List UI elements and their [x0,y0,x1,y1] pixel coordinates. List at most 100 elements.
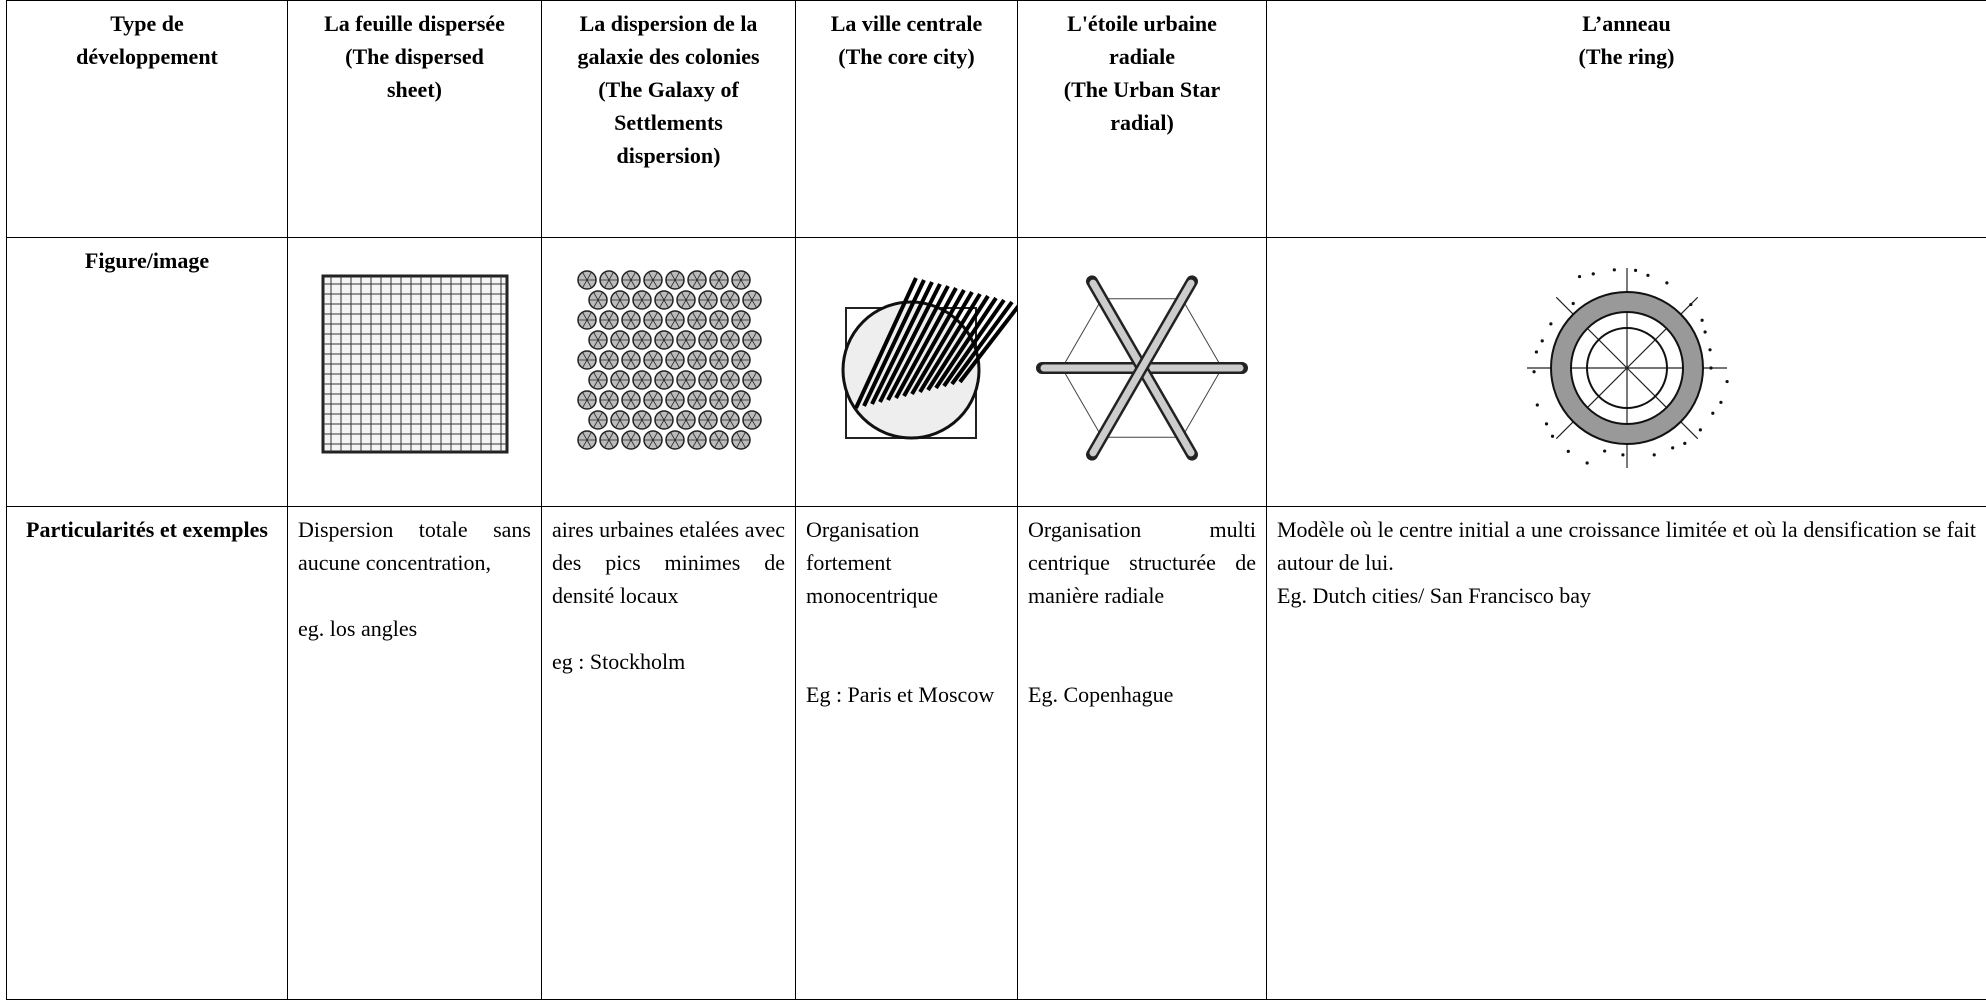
header-row: Type de développement La feuille dispersée… [6,0,1986,238]
comparison-table: Type de développement La feuille dispersée… [6,0,1986,1000]
figure-shape [702,412,713,428]
figure-shape [1626,296,1698,369]
figure [321,274,508,454]
figure-shape [625,392,636,408]
figure-shape [680,412,691,428]
figure-shape [614,292,625,308]
header-line: radial) [1110,110,1174,135]
figure-shape [1550,434,1554,438]
figure-shape [1707,348,1712,352]
figure-shape [724,372,735,388]
figure-shape [1710,411,1714,415]
detail-text: eg : Stockholm [552,649,686,674]
figure-shape [603,312,614,328]
detail-text: Organisation multi centrique structurée … [1028,517,1256,608]
figure-shape [870,281,934,405]
figure-shape [636,332,647,348]
figure-shape [1548,322,1552,326]
figure-shape [894,287,958,399]
figure-shape [1577,274,1581,279]
figure-shape [1535,403,1539,407]
figure-shape [1531,370,1536,374]
figure-shape [735,272,746,288]
figure-cell [1266,237,1986,507]
figure-shape [926,294,990,392]
figure-shape [724,332,735,348]
figure-shape [713,312,724,328]
figure-shape [886,285,950,401]
figure-shape [862,279,926,407]
detail-cell: Dispersion totale sans aucune concentrat… [287,506,542,1000]
figure-shape [647,272,658,288]
row-label-text: Particularités et exemples [26,517,268,542]
figure-shape [735,432,746,448]
figure-shape [1585,461,1589,465]
figure-cell [1017,237,1267,507]
figure-shape [910,290,974,396]
header-line: La feuille dispersée [324,11,505,36]
figure-shape [902,289,966,397]
figure-shape [746,372,757,388]
figure-shape [1682,441,1686,445]
header-line: L’anneau [1582,11,1671,36]
figure-shape [950,300,1014,386]
figure-shape [691,352,702,368]
figure-shape [614,372,625,388]
figure-shape [625,432,636,448]
detail-text: aires urbaines etalées avec des pics min… [552,517,785,608]
figure-shape [581,352,592,368]
figure-shape [581,312,592,328]
figure-shape [614,412,625,428]
figure-cell [795,237,1018,507]
figure-shape [1724,379,1729,384]
figure-shape [1061,298,1103,369]
figure-shape [1585,327,1668,409]
header-line: L'étoile urbaine [1067,11,1217,36]
figure-shape [1670,446,1674,450]
figure-shape [592,372,603,388]
figure-shape [746,332,757,348]
figure-shape [658,372,669,388]
figure-shape [592,332,603,348]
figure-shape [603,272,614,288]
header-line: développement [76,44,218,69]
figure-shape [735,352,746,368]
header-line: Settlements [614,110,723,135]
figure-shape [1718,400,1723,404]
figure-shape [680,332,691,348]
figure-shape [1620,453,1625,457]
figure-shape [669,272,680,288]
figure-shape [647,392,658,408]
figure-shape [1555,367,1627,440]
figure-shape [669,352,680,368]
row-label: Figure/image [6,237,288,507]
figure [1036,275,1248,461]
detail-text: Eg : Paris et Moscow [806,682,995,707]
figure-shape [713,432,724,448]
figure-shape [658,292,669,308]
figure-shape [735,312,746,328]
figure-shape [658,412,669,428]
figure-shape [702,372,713,388]
detail-text: Modèle où le centre initial a une croiss… [1277,517,1976,575]
figure-shape [1181,367,1223,438]
figure-shape [1569,311,1684,425]
figure-shape [680,292,691,308]
figure-shape [1602,449,1606,453]
detail-cell: Organisation fortement monocentrique Eg :… [795,506,1018,1000]
header-cell: La dispersion de la galaxie des colonies (… [541,0,796,238]
header-cell: L'étoile urbaine radiale (The Urban Star ra… [1017,0,1267,238]
detail-cell: aires urbaines etalées avec des pics min… [541,506,796,1000]
row-label-text: Figure/image [84,248,210,273]
figure-shape [614,332,625,348]
figure-shape [603,432,614,448]
figure-shape [1612,268,1616,272]
detail-cell: Modèle où le centre initial a une croiss… [1266,506,1986,1000]
figure-shape [592,292,603,308]
figure-shape [1645,273,1650,277]
detail-text: Eg. Dutch cities/ San Francisco bay [1277,583,1592,608]
detail-text: Eg. Copenhague [1028,682,1174,707]
header-line: La dispersion de la [579,11,758,36]
figure-shape [1571,301,1575,306]
